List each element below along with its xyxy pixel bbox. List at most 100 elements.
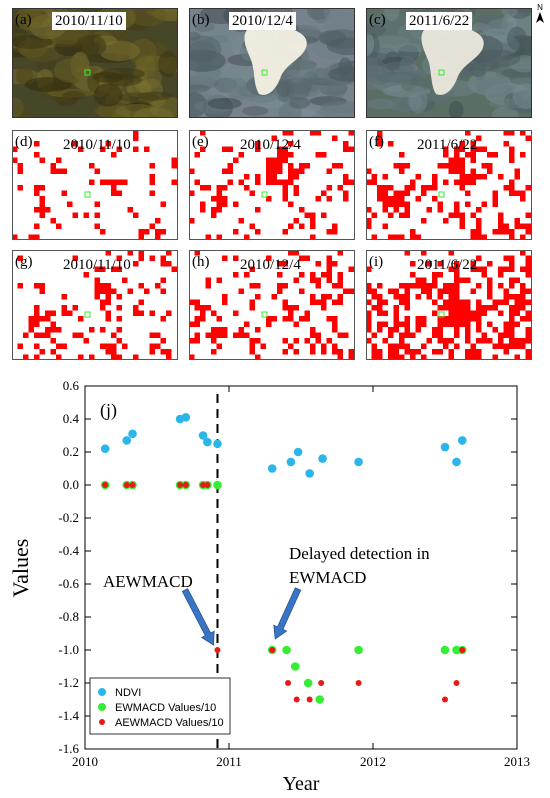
north-arrow-icon: N (536, 3, 544, 23)
ewmacd-point (290, 662, 300, 671)
y-tick-label: 0.0 (63, 477, 79, 492)
ndvi-point (293, 447, 303, 457)
time-series-chart: 0.6 0.4 0.2 0.0 -0.2 -0.4 -0.6 -0.8 -1.0 -1.2 -1.4… (8, 378, 530, 795)
ndvi-point (318, 454, 327, 463)
panel-label-e: (e) (192, 134, 209, 150)
legend-ewmacd-marker (98, 703, 106, 711)
panel-date-c: 2011/6/22 (406, 12, 473, 30)
panel-date-i: 2011/6/22 (417, 257, 478, 273)
y-tick-label: 0.4 (63, 411, 80, 426)
ndvi-point (203, 437, 212, 447)
panel-label-i: (i) (369, 254, 384, 270)
panel-label-f: (f) (369, 134, 384, 150)
ndvi-point (122, 436, 132, 445)
x-tick-label: 2012 (360, 754, 386, 769)
panel-date-g: 2010/11/10 (63, 257, 131, 273)
ewmacd-point (440, 645, 450, 655)
change-map (189, 250, 355, 360)
panel-f: (f) 2011/6/22 (366, 130, 532, 240)
ewmacd-point (303, 678, 313, 688)
panel-label-b: (b) (192, 12, 210, 28)
y-tick-label: -1.4 (58, 708, 79, 723)
panel-g: (g) 2010/11/10 (12, 250, 178, 360)
change-map (12, 130, 178, 240)
y-tick-label: -1.6 (58, 741, 79, 756)
ewmacd-point (315, 695, 325, 704)
aewmacd-point (459, 647, 466, 653)
aewmacd-point (269, 647, 276, 653)
y-tick-label: -0.2 (58, 510, 79, 525)
ndvi-point (286, 457, 296, 467)
y-tick-label: -1.2 (58, 675, 79, 690)
panel-date-h: 2010/12/4 (240, 257, 301, 273)
change-map (366, 130, 532, 240)
satellite-image (189, 8, 355, 118)
legend-aewmacd-label: AEWMACD Values/10 (115, 717, 224, 729)
annotation-aewmacd: AEWMACD (103, 572, 193, 591)
aewmacd-point (129, 482, 136, 488)
ndvi-point (452, 457, 461, 467)
chart-panel-label: (j) (100, 400, 117, 421)
y-axis-ticks: 0.6 0.4 0.2 0.0 -0.2 -0.4 -0.6 -0.8 -1.0 -1.2 -1.4… (58, 378, 517, 756)
panel-h: (h) 2010/12/4 (189, 250, 355, 360)
x-tick-label: 2010 (72, 754, 98, 769)
aewmacd-point (318, 680, 325, 686)
y-axis-label: Values (8, 539, 33, 598)
panel-date-b: 2010/12/4 (229, 12, 296, 30)
change-map (12, 250, 178, 360)
panel-d: (d) 2010/11/10 (12, 130, 178, 240)
ndvi-point (440, 442, 450, 452)
legend-ewmacd-label: EWMACD Values/10 (115, 702, 216, 714)
panel-date-a: 2010/11/10 (52, 12, 126, 30)
annotations: AEWMACD Delayed detection in EWMACD (103, 544, 430, 646)
aewmacd-point (293, 696, 300, 703)
ndvi-point (198, 431, 208, 440)
panel-a: (a) 2010/11/10 (12, 8, 178, 118)
ndvi-point (100, 444, 110, 453)
y-tick-label: -0.8 (58, 609, 79, 624)
y-tick-label: 0.6 (63, 378, 80, 393)
data-points (100, 413, 467, 704)
legend-ndvi-label: NDVI (115, 687, 141, 699)
x-axis-ticks: 2010 2011 2012 2013 (72, 386, 530, 769)
satellite-image (12, 8, 178, 118)
x-tick-label: 2011 (216, 754, 242, 769)
panel-c: (c) 2011/6/22 (366, 8, 532, 118)
aewmacd-point (123, 482, 130, 488)
annotation-arrow-aewmacd (181, 588, 215, 646)
aewmacd-point (214, 647, 221, 653)
aewmacd-point (102, 482, 109, 488)
panel-date-e: 2010/12/4 (240, 137, 301, 153)
ndvi-point (354, 457, 363, 467)
panel-label-h: (h) (192, 254, 210, 270)
legend-ndvi-marker (98, 688, 106, 696)
aewmacd-point (204, 482, 211, 488)
aewmacd-point (355, 680, 362, 686)
y-tick-label: 0.2 (63, 444, 79, 459)
ndvi-point (128, 429, 137, 439)
aewmacd-point (306, 696, 313, 703)
aewmacd-point (442, 696, 448, 703)
aewmacd-point (200, 482, 207, 488)
panel-b: (b) 2010/12/4 (189, 8, 355, 118)
y-tick-label: -0.4 (58, 543, 79, 558)
panel-date-d: 2010/11/10 (63, 137, 131, 153)
ndvi-point (181, 413, 191, 422)
y-tick-label: -0.6 (58, 576, 79, 591)
change-map (189, 130, 355, 240)
aewmacd-point (285, 680, 292, 686)
x-tick-label: 2013 (504, 754, 530, 769)
y-tick-label: -1.0 (58, 642, 79, 657)
panel-e: (e) 2010/12/4 (189, 130, 355, 240)
annotation-arrow-ewmacd (273, 587, 302, 640)
panel-label-d: (d) (15, 134, 33, 150)
panel-label-c: (c) (369, 12, 386, 28)
ewmacd-point (213, 480, 222, 490)
panel-label-g: (g) (15, 254, 33, 270)
x-axis-label: Year (283, 773, 320, 795)
ewmacd-point (282, 645, 291, 655)
panel-i: (i) 2011/6/22 (366, 250, 532, 360)
aewmacd-point (453, 680, 460, 686)
ewmacd-point (354, 645, 363, 655)
ndvi-point (213, 439, 222, 449)
